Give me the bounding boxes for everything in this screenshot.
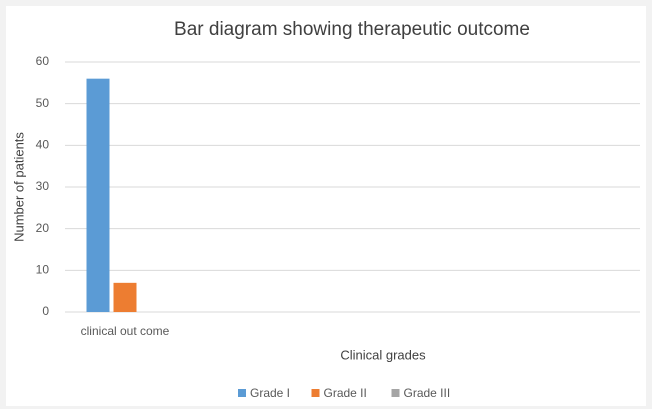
legend-swatch — [391, 389, 400, 397]
y-tick-label: 40 — [36, 138, 50, 152]
y-tick-label: 30 — [36, 179, 50, 193]
y-tick-label: 60 — [36, 54, 50, 68]
legend-label: Grade I — [250, 386, 290, 400]
bar — [113, 282, 137, 312]
chart-title: Bar diagram showing therapeutic outcome — [174, 19, 530, 40]
bar — [86, 78, 110, 313]
y-tick-label: 0 — [42, 304, 49, 318]
chart-background — [6, 6, 646, 406]
x-axis-title: Clinical grades — [340, 347, 426, 362]
legend-swatch — [311, 389, 320, 397]
y-tick-label: 50 — [36, 96, 50, 110]
x-tick-label: clinical out come — [81, 324, 170, 338]
legend-label: Grade III — [404, 386, 451, 400]
y-axis-title: Number of patients — [11, 132, 26, 242]
legend-swatch — [238, 389, 246, 397]
y-tick-label: 20 — [36, 221, 50, 235]
legend-label: Grade II — [324, 386, 367, 400]
y-tick-label: 10 — [36, 263, 50, 277]
